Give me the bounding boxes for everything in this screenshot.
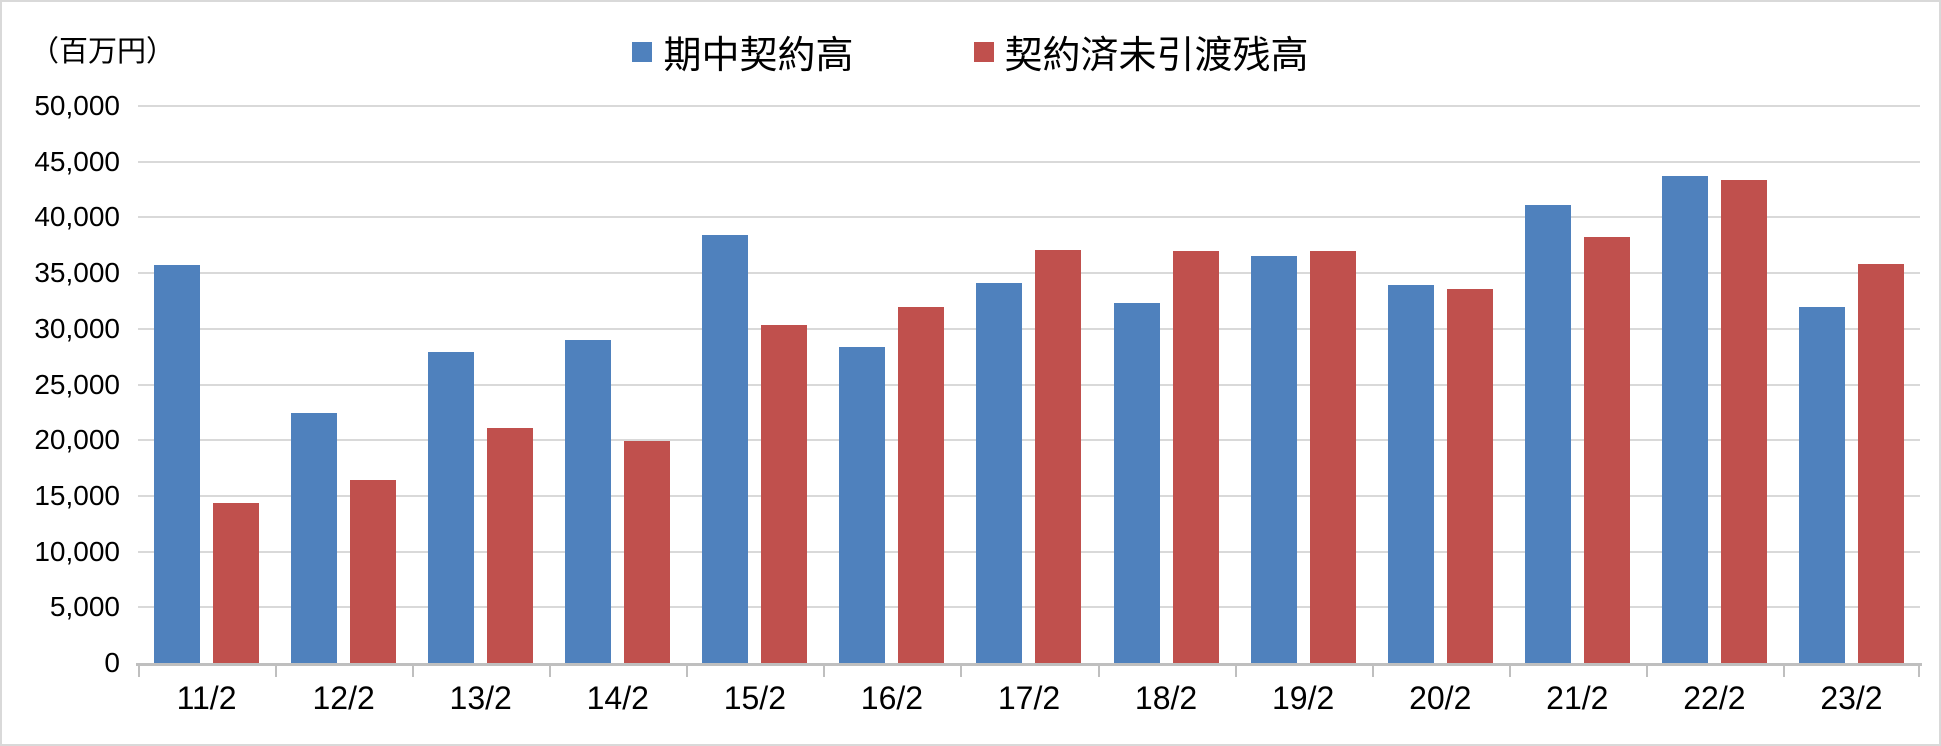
legend-swatch-blue-icon: [632, 41, 653, 62]
bar-series2-11/2: [213, 502, 259, 663]
y-axis-labels: 0 5,000 10,000 15,000 20,000 25,000 30,000 35,0…: [2, 90, 120, 678]
x-axis-tick: [138, 663, 140, 677]
gridline: [138, 550, 1920, 553]
bar-series2-20/2: [1446, 288, 1493, 663]
y-tick-label: 35,000: [34, 257, 120, 289]
bar-series1-23/2: [1798, 306, 1845, 663]
gridline: [138, 327, 1920, 330]
bar-series2-23/2: [1857, 264, 1904, 663]
bar-series1-16/2: [839, 346, 886, 663]
y-tick-label: 50,000: [34, 90, 120, 121]
y-tick-label: 20,000: [34, 424, 120, 456]
legend-item-series2: 契約済未引渡残高: [973, 24, 1309, 79]
bar-series2-12/2: [350, 480, 397, 663]
gridline: [138, 105, 1920, 107]
x-tick-label-13/2: 13/2: [449, 680, 512, 716]
x-axis-tick: [1371, 663, 1374, 677]
x-axis-labels: 11/2 12/2 13/2 14/2 15/2 16/2 17/2 18/2 19/2 20/2…: [138, 680, 1920, 724]
legend-item-series1: 期中契約高: [632, 24, 854, 79]
x-tick-label-11/2: 11/2: [176, 680, 237, 716]
x-tick-label-16/2: 16/2: [860, 680, 924, 716]
gridline: [138, 439, 1920, 442]
x-axis-tick: [549, 663, 552, 677]
bar-series1-21/2: [1524, 205, 1571, 663]
x-axis-tick: [1918, 663, 1920, 677]
bar-series1-15/2: [702, 235, 749, 663]
x-axis-tick: [1645, 663, 1648, 677]
legend-swatch-red-icon: [973, 41, 994, 62]
x-axis-tick: [275, 663, 278, 677]
chart-legend: 期中契約高 契約済未引渡残高: [2, 24, 1939, 79]
bar-series2-18/2: [1172, 250, 1219, 663]
x-tick-label-18/2: 18/2: [1134, 680, 1198, 716]
x-tick-label-19/2: 19/2: [1272, 680, 1335, 716]
bar-series2-16/2: [898, 306, 945, 663]
y-tick-label: 30,000: [34, 312, 120, 344]
gridline: [138, 606, 1920, 609]
x-tick-label-23/2: 23/2: [1820, 680, 1883, 716]
y-axis-unit-label: （百万円）: [30, 36, 176, 68]
y-tick-label: 15,000: [34, 479, 120, 511]
x-axis-line: [136, 663, 1922, 666]
y-tick-label: 25,000: [34, 368, 120, 400]
plot-area: [138, 105, 1920, 663]
x-tick-label-12/2: 12/2: [312, 680, 375, 716]
bar-series1-17/2: [976, 283, 1023, 663]
x-tick-label-21/2: 21/2: [1546, 680, 1609, 716]
y-tick-label: 10,000: [34, 535, 120, 567]
bar-series2-14/2: [624, 441, 671, 663]
bar-series1-18/2: [1113, 303, 1160, 663]
gridline: [138, 272, 1920, 275]
gridline: [138, 383, 1920, 386]
x-tick-label-14/2: 14/2: [586, 680, 649, 716]
x-tick-label-20/2: 20/2: [1409, 680, 1472, 716]
bar-series2-15/2: [761, 325, 808, 663]
bar-series2-22/2: [1720, 179, 1767, 663]
bar-series1-20/2: [1387, 285, 1434, 663]
gridline: [138, 160, 1920, 163]
bar-series2-17/2: [1035, 249, 1082, 663]
bar-series1-13/2: [428, 352, 475, 663]
bar-series1-19/2: [1250, 256, 1297, 663]
x-axis-tick: [412, 663, 415, 677]
x-tick-label-17/2: 17/2: [997, 680, 1061, 716]
legend-label-series2: 契約済未引渡残高: [1004, 35, 1309, 77]
bar-series1-22/2: [1661, 176, 1708, 663]
x-axis-tick: [1234, 663, 1237, 677]
y-tick-label: 45,000: [34, 145, 120, 177]
y-tick-label: 0: [104, 647, 120, 678]
bar-series1-11/2: [154, 265, 200, 663]
x-axis-tick: [1782, 663, 1785, 677]
x-axis-tick: [1097, 663, 1100, 677]
bar-series2-13/2: [487, 427, 534, 663]
x-axis-tick: [823, 663, 826, 677]
x-axis-tick: [686, 663, 689, 677]
bar-series2-21/2: [1583, 237, 1630, 663]
x-tick-label-15/2: 15/2: [723, 680, 786, 716]
x-axis-tick: [1508, 663, 1511, 677]
bar-series2-19/2: [1309, 250, 1356, 663]
x-axis-tick: [960, 663, 963, 677]
bar-series1-14/2: [565, 339, 612, 663]
x-tick-label-22/2: 22/2: [1683, 680, 1746, 716]
y-tick-label: 5,000: [49, 591, 120, 623]
gridline: [138, 494, 1920, 497]
y-tick-label: 40,000: [34, 201, 120, 233]
legend-label-series1: 期中契約高: [663, 35, 854, 77]
gridline: [138, 216, 1920, 219]
bar-series1-12/2: [291, 413, 338, 663]
